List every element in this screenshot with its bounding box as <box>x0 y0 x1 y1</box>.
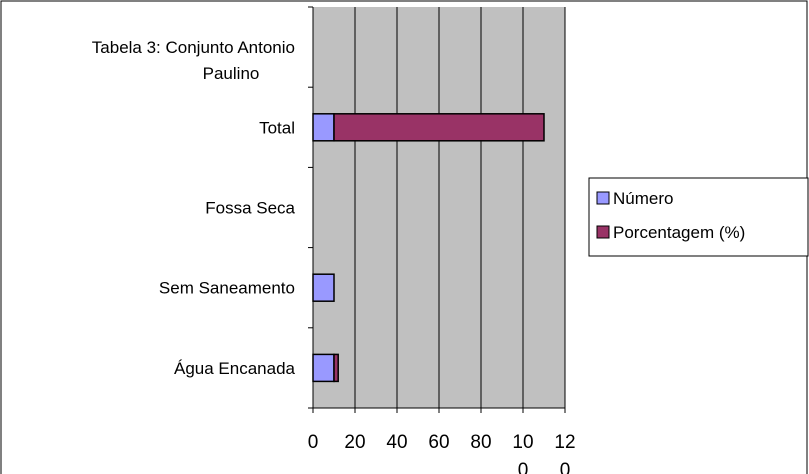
category-label: Sem Saneamento <box>159 279 295 298</box>
x-tick-label: 0 <box>308 432 319 453</box>
bar-numero <box>312 273 335 302</box>
legend-box <box>588 177 809 257</box>
category-label: Água Encanada <box>174 359 296 378</box>
category-label: Fossa Seca <box>205 199 295 218</box>
bar-porcentagem <box>333 113 545 142</box>
bar-numero <box>312 353 335 383</box>
bar-porcentagem <box>333 353 339 383</box>
legend-label: Número <box>613 189 673 208</box>
legend-swatch <box>596 225 610 239</box>
legend-label: Porcentagem (%) <box>613 223 745 242</box>
category-label: Tabela 3: Conjunto Antonio Paulino <box>92 38 295 83</box>
x-tick-label: 40 <box>386 432 407 453</box>
legend: Número Porcentagem (%) <box>588 177 809 257</box>
x-tick-label: 60 <box>428 432 449 453</box>
x-tick-label: 12 0 <box>554 432 575 474</box>
category-label: Total <box>259 118 295 137</box>
bar-numero <box>312 113 335 142</box>
plot-area: 0 20 40 60 80 10 0 12 0 Água Encanada Sem Saneamen… <box>92 6 576 474</box>
x-tick-label: 10 0 <box>512 432 533 474</box>
legend-swatch <box>596 191 610 205</box>
x-tick-label: 80 <box>470 432 491 453</box>
x-tick-label: 20 <box>344 432 365 453</box>
